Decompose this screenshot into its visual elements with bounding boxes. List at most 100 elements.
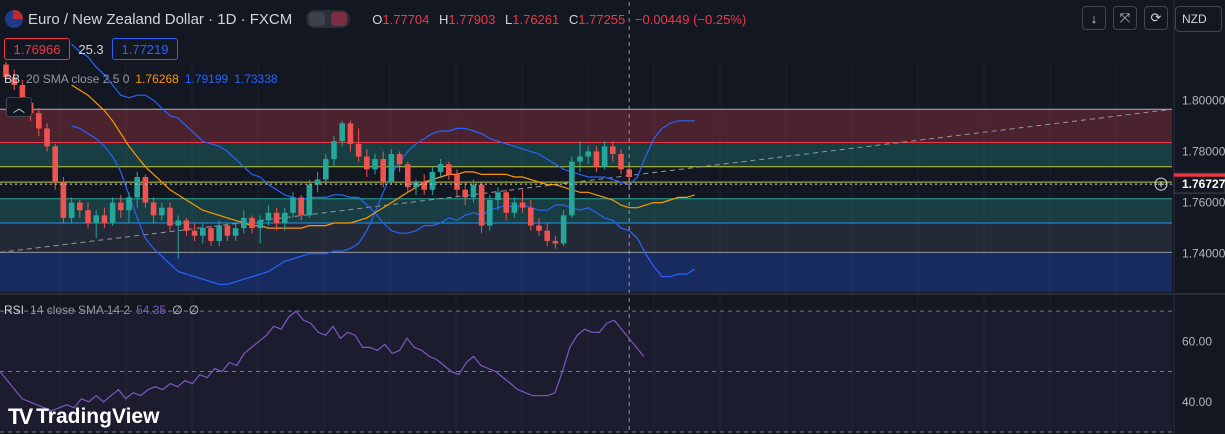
candle-body <box>232 228 239 236</box>
bb-legend[interactable]: BB 20 SMA close 2.5 0 1.76268 1.79199 1.… <box>4 72 278 86</box>
sell-price: 1.76966 <box>13 41 61 57</box>
candle-body <box>347 123 354 144</box>
candle-body <box>101 215 108 223</box>
candle-body <box>134 177 140 198</box>
candle-body <box>462 189 468 198</box>
rsi-extra-1: ∅ <box>172 303 183 317</box>
pill-left <box>309 12 326 26</box>
candle-body <box>618 154 624 170</box>
candle-body <box>191 230 198 236</box>
candle-body <box>273 212 280 223</box>
price-axis-label: 1.76000 <box>1182 196 1225 210</box>
bb-lower-value: 1.73338 <box>234 72 278 86</box>
chart-header: Euro / New Zealand Dollar · 1D · FXCM O1… <box>0 6 746 32</box>
candle-body <box>109 202 116 223</box>
fullscreen-icon[interactable]: ⤧ <box>1113 6 1137 30</box>
rsi-axis-label: 60.00 <box>1182 334 1212 348</box>
candle-body <box>536 225 542 231</box>
candle-body <box>396 154 403 165</box>
candle-body <box>569 161 575 216</box>
price-axis-label: 1.74000 <box>1182 247 1225 261</box>
candle-body <box>150 202 157 216</box>
buy-button[interactable]: 1.77219 <box>112 38 178 60</box>
candle-body <box>503 192 509 213</box>
price-axis-label: 1.80000 <box>1182 93 1225 107</box>
candle-body <box>364 156 370 170</box>
candle-body <box>323 159 329 180</box>
candle-body <box>314 179 321 185</box>
logo-text: TradingView <box>36 405 160 428</box>
symbol-flag-icon <box>5 10 23 28</box>
candle-body <box>339 123 345 142</box>
candle-body <box>11 77 17 85</box>
candle-body <box>200 228 206 236</box>
rsi-value: 54.35 <box>136 303 167 317</box>
rsi-legend[interactable]: RSI 14 close SMA 14 2 54.35 ∅ ∅ <box>4 303 199 317</box>
spread-value: 25.3 <box>72 38 110 60</box>
download-icon[interactable]: ↓ <box>1082 6 1106 30</box>
candle-body <box>487 200 493 226</box>
bb-basis-line <box>71 84 695 229</box>
candle-body <box>257 220 263 229</box>
candle-body <box>216 225 222 241</box>
candle-body <box>519 202 526 208</box>
screenshot-icon[interactable]: ⟳ <box>1144 6 1168 30</box>
collapse-chevron-icon[interactable]: ︿ <box>6 97 32 117</box>
pane-separator <box>0 293 1225 295</box>
last-price-marker <box>1174 173 1225 177</box>
candle-body <box>372 159 378 170</box>
candle-body <box>429 171 436 190</box>
candle-body <box>454 174 460 190</box>
candle-body <box>478 184 485 226</box>
rsi-axis-label: 40.00 <box>1182 395 1212 409</box>
candle-body <box>249 217 255 229</box>
candle-body <box>577 156 583 162</box>
candle-body <box>511 202 518 213</box>
status-pill[interactable] <box>306 10 351 28</box>
candle-body <box>601 146 608 167</box>
symbol-title[interactable]: Euro / New Zealand Dollar · 1D · FXCM <box>28 10 293 28</box>
pill-right <box>331 12 348 26</box>
sell-button[interactable]: 1.76966 <box>4 38 70 60</box>
close-key: C <box>568 11 579 27</box>
candle-body <box>126 197 132 211</box>
currency-selector[interactable]: NZD <box>1175 6 1222 32</box>
candle-body <box>290 197 296 213</box>
close-value: 1.77255 <box>578 11 626 27</box>
candle-body <box>159 207 165 216</box>
ohlc-readout: O1.77704 H1.77903 L1.76261 C1.77255 −0.0… <box>366 12 746 27</box>
logo-mark: TV <box>8 404 33 429</box>
candle-body <box>224 225 231 236</box>
candle-body <box>470 184 477 198</box>
price-axis-label: 1.78000 <box>1182 144 1225 158</box>
candle-body <box>167 207 173 226</box>
candle-body <box>405 164 411 188</box>
candle-body <box>593 151 600 167</box>
candle-body <box>446 164 452 175</box>
rsi-extra-2: ∅ <box>188 303 200 317</box>
candle-body <box>93 215 99 223</box>
candle-body <box>282 212 288 223</box>
spread-text: 25.3 <box>78 41 104 57</box>
tradingview-logo: TV TradingView <box>8 404 159 430</box>
candle-body <box>208 228 214 241</box>
bb-basis-value: 1.76268 <box>135 72 179 86</box>
rsi-params: 14 close SMA 14 2 <box>30 303 131 317</box>
candle-body <box>413 182 419 188</box>
candle-body <box>52 146 58 183</box>
current-price-label: 1.76727 <box>1182 177 1225 191</box>
candle-body <box>552 240 559 244</box>
candle-body <box>241 217 247 229</box>
candle-body <box>68 202 75 218</box>
candle-body <box>544 230 550 241</box>
candle-body <box>355 143 362 157</box>
bb-params: 20 SMA close 2.5 0 <box>26 72 130 86</box>
candle-body <box>437 164 444 172</box>
low-value: 1.76261 <box>512 11 560 27</box>
trendline <box>0 108 1173 253</box>
candle-body <box>388 154 395 183</box>
price-zone <box>0 109 1172 143</box>
bb-label: BB <box>4 72 21 86</box>
